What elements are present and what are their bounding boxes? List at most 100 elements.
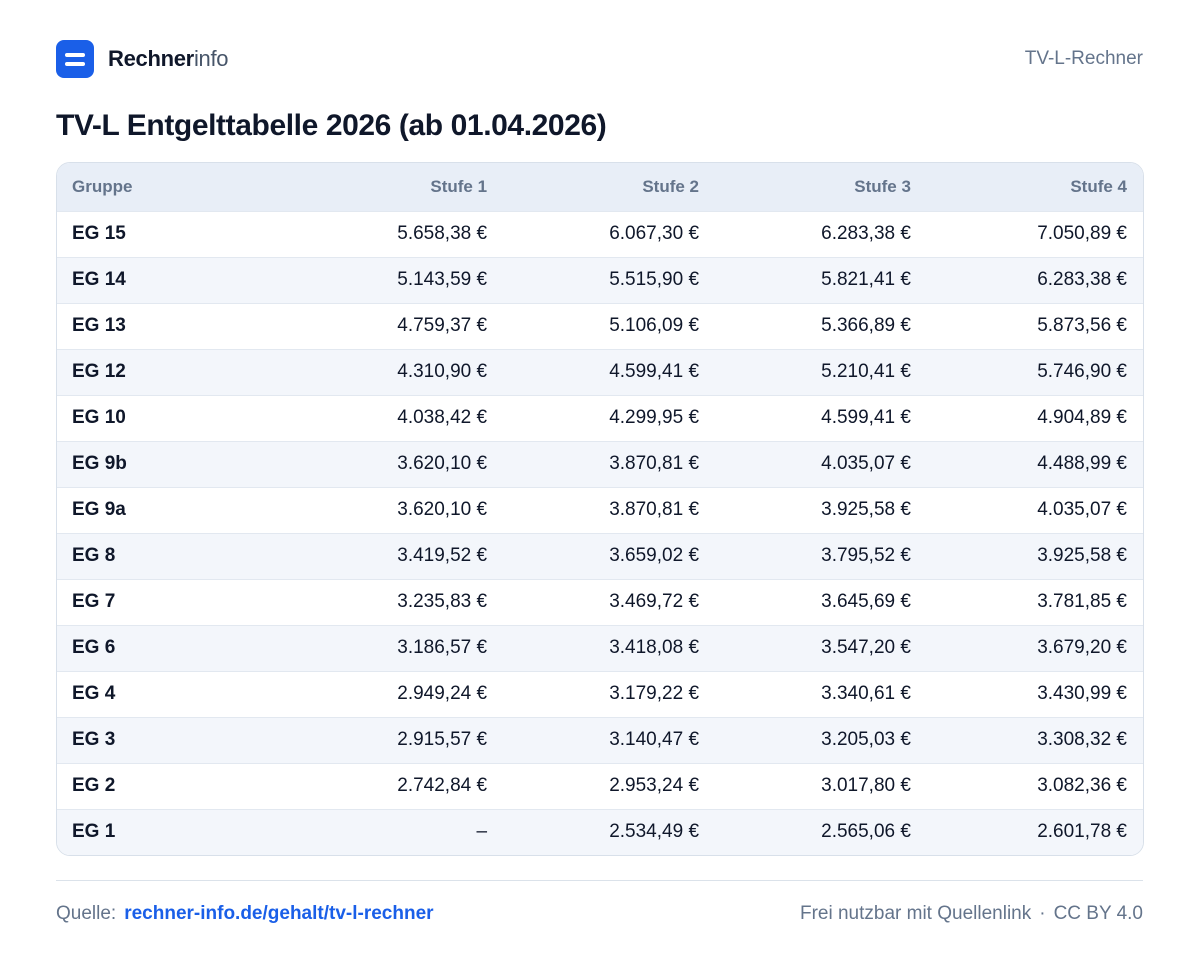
salary-cell: 5.746,90 €	[1037, 361, 1127, 382]
brand[interactable]: Rechnerinfo	[56, 40, 229, 78]
table-row: EG 3 2.915,57 € 3.140,47 € 3.205,03 € 3.308,…	[57, 717, 1143, 763]
license-separator: ·	[1039, 903, 1046, 924]
salary-cell: 3.659,02 €	[609, 545, 700, 566]
salary-cell: 3.017,80 €	[821, 775, 911, 796]
table-body: EG 15 5.658,38 € 6.067,30 € 6.283,38 € 7.050…	[57, 211, 1143, 855]
salary-cell: 6.283,38 €	[1037, 269, 1127, 290]
brand-name-light: info	[193, 46, 229, 71]
source-label: Quelle:	[56, 903, 117, 924]
salary-cell: 3.645,69 €	[821, 591, 911, 612]
salary-cell: 4.759,37 €	[397, 315, 488, 336]
table-row: EG 2 2.742,84 € 2.953,24 € 3.017,80 € 3.082,…	[57, 763, 1143, 809]
salary-cell: 3.870,81 €	[609, 499, 700, 520]
salary-cell: 4.599,41 €	[821, 407, 911, 428]
table-row: EG 4 2.949,24 € 3.179,22 € 3.340,61 € 3.430,…	[57, 671, 1143, 717]
salary-cell: 2.915,57 €	[397, 729, 488, 750]
pay-group-cell: EG 10	[72, 407, 126, 428]
salary-cell: 2.601,78 €	[1037, 821, 1127, 843]
salary-cell: 5.210,41 €	[821, 361, 911, 382]
pay-group-cell: EG 3	[72, 729, 116, 750]
salary-cell: 3.186,57 €	[397, 637, 488, 658]
page-title: TV-L Entgelttabelle 2026 (ab 01.04.2026)	[56, 109, 607, 142]
calculator-label: TV-L-Rechner	[1024, 48, 1143, 69]
column-header-step-4: Stufe 4	[1070, 176, 1127, 196]
salary-table: Gruppe Stufe 1 Stufe 2 Stufe 3 Stufe 4 EG 15…	[57, 163, 1143, 855]
brand-name-strong: Rechner	[108, 46, 194, 71]
salary-cell: 3.308,32 €	[1037, 729, 1127, 750]
table-row: EG 14 5.143,59 € 5.515,90 € 5.821,41 € 6.283…	[57, 257, 1143, 303]
salary-cell: 3.620,10 €	[397, 453, 488, 474]
column-header-group: Gruppe	[72, 176, 133, 196]
salary-cell: 3.430,99 €	[1037, 683, 1127, 704]
salary-cell: 3.679,20 €	[1037, 637, 1127, 658]
salary-cell: 2.742,84 €	[397, 775, 488, 796]
footer-divider	[56, 880, 1143, 881]
salary-cell: 4.310,90 €	[397, 361, 488, 382]
salary-cell: 3.418,08 €	[609, 637, 700, 658]
pay-group-cell: EG 1	[72, 821, 116, 843]
page-header: Rechnerinfo TV-L-Rechner	[56, 40, 1143, 78]
salary-cell: 4.299,95 €	[609, 407, 700, 428]
table-row: EG 8 3.419,52 € 3.659,02 € 3.795,52 € 3.925,…	[57, 533, 1143, 579]
salary-cell: 3.620,10 €	[397, 499, 488, 520]
salary-cell: 3.205,03 €	[821, 729, 911, 750]
pay-group-cell: EG 9a	[72, 499, 126, 520]
table-row: EG 9b 3.620,10 € 3.870,81 € 4.035,07 € 4.488…	[57, 441, 1143, 487]
salary-cell: 3.082,36 €	[1037, 775, 1127, 796]
salary-cell: 3.140,47 €	[609, 729, 700, 750]
salary-cell: 5.873,56 €	[1037, 315, 1127, 336]
table-row: EG 1 – 2.534,49 € 2.565,06 € 2.601,78 €	[57, 809, 1143, 855]
salary-cell: 2.565,06 €	[821, 821, 911, 843]
column-header-step-2: Stufe 2	[642, 176, 700, 196]
salary-cell: 3.547,20 €	[821, 637, 911, 658]
page-footer: Quelle: rechner-info.de/gehalt/tv-l-rechn…	[56, 903, 1143, 925]
salary-cell: 6.067,30 €	[609, 223, 700, 244]
source: Quelle: rechner-info.de/gehalt/tv-l-rechn…	[56, 903, 434, 925]
salary-cell: 3.795,52 €	[821, 545, 911, 566]
rechnerinfo-logo-icon	[56, 40, 94, 78]
salary-cell: 5.658,38 €	[397, 223, 488, 244]
pay-group-cell: EG 14	[72, 269, 126, 290]
salary-cell: 5.821,41 €	[821, 269, 911, 290]
salary-cell: 4.599,41 €	[609, 361, 700, 382]
pay-group-cell: EG 8	[72, 545, 116, 566]
pay-group-cell: EG 6	[72, 637, 116, 658]
salary-cell: 3.925,58 €	[821, 499, 911, 520]
pay-group-cell: EG 2	[72, 775, 116, 796]
table-row: EG 12 4.310,90 € 4.599,41 € 5.210,41 € 5.746…	[57, 349, 1143, 395]
salary-cell: 3.419,52 €	[397, 545, 488, 566]
salary-cell: 5.143,59 €	[397, 269, 488, 290]
license-text: Frei nutzbar mit Quellenlink	[799, 903, 1032, 924]
salary-cell: –	[476, 821, 488, 843]
pay-group-cell: EG 9b	[72, 453, 127, 474]
table-row: EG 15 5.658,38 € 6.067,30 € 6.283,38 € 7.050…	[57, 211, 1143, 257]
source-link[interactable]: rechner-info.de/gehalt/tv-l-rechner	[124, 903, 434, 924]
salary-cell: 5.106,09 €	[609, 315, 700, 336]
table-row: EG 10 4.038,42 € 4.299,95 € 4.599,41 € 4.904…	[57, 395, 1143, 441]
salary-cell: 2.949,24 €	[397, 683, 488, 704]
salary-cell: 4.038,42 €	[397, 407, 488, 428]
salary-cell: 3.235,83 €	[397, 591, 488, 612]
pay-group-cell: EG 15	[72, 223, 126, 244]
salary-cell: 3.781,85 €	[1037, 591, 1127, 612]
salary-cell: 3.925,58 €	[1037, 545, 1127, 566]
salary-cell: 3.870,81 €	[609, 453, 700, 474]
salary-cell: 4.488,99 €	[1037, 453, 1127, 474]
salary-cell: 5.515,90 €	[609, 269, 700, 290]
table-row: EG 7 3.235,83 € 3.469,72 € 3.645,69 € 3.781,…	[57, 579, 1143, 625]
salary-cell: 2.953,24 €	[609, 775, 700, 796]
pay-group-cell: EG 13	[72, 315, 126, 336]
salary-cell: 4.035,07 €	[1037, 499, 1127, 520]
salary-cell: 4.035,07 €	[821, 453, 911, 474]
table-row: EG 6 3.186,57 € 3.418,08 € 3.547,20 € 3.679,…	[57, 625, 1143, 671]
salary-cell: 3.179,22 €	[609, 683, 700, 704]
salary-cell: 5.366,89 €	[821, 315, 911, 336]
salary-cell: 3.340,61 €	[821, 683, 911, 704]
column-header-step-1: Stufe 1	[430, 176, 488, 196]
salary-cell: 2.534,49 €	[609, 821, 700, 843]
table-row: EG 13 4.759,37 € 5.106,09 € 5.366,89 € 5.873…	[57, 303, 1143, 349]
table-row: EG 9a 3.620,10 € 3.870,81 € 3.925,58 € 4.035…	[57, 487, 1143, 533]
pay-group-cell: EG 7	[72, 591, 116, 612]
license-info: Frei nutzbar mit Quellenlink · CC BY 4.0	[800, 903, 1143, 925]
column-header-step-3: Stufe 3	[854, 176, 911, 196]
